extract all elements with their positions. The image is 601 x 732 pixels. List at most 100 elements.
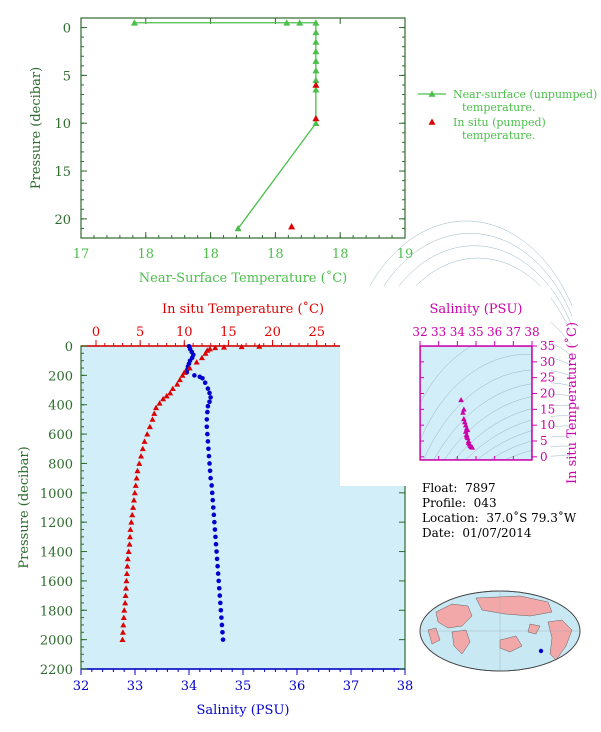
salinity-point (212, 519, 217, 525)
near-surface-point (312, 67, 320, 74)
ts-point (461, 416, 467, 422)
map-landmass (435, 603, 473, 629)
ts-temperature-tick-label: 25 (540, 371, 555, 385)
salinity-point (220, 629, 225, 635)
temperature-axis-title: In situ Temperature (˚C) (162, 301, 324, 317)
plot-frame (80, 17, 406, 239)
legend-marker-in-situ (428, 118, 436, 125)
legend-label-near-surface-2: temperature. (462, 101, 536, 114)
near-surface-legend: Near-surface (unpumped)temperature.In si… (418, 88, 597, 142)
x-tick-label: 17 (73, 247, 90, 262)
pressure-tick-label: 1000 (40, 487, 73, 502)
map-landmass (427, 627, 441, 645)
ts-point (461, 406, 467, 412)
salinity-point (207, 461, 212, 466)
ts-salinity-tick-label: 34 (450, 325, 466, 339)
salinity-point (205, 409, 210, 415)
location-line: Location: 37.0˚S 79.3˚W (422, 511, 576, 526)
location-value: 37.0˚S 79.3˚W (486, 511, 577, 525)
mask-right (532, 286, 551, 486)
near-surface-point (312, 119, 320, 127)
date-line: Date: 01/07/2014 (422, 526, 576, 541)
salinity-point (202, 380, 208, 386)
temperature-tick-label: 25 (308, 325, 325, 340)
near-surface-point (312, 47, 320, 55)
map-landmass (451, 629, 471, 655)
salinity-point (214, 549, 219, 554)
salinity-point (205, 431, 210, 437)
mask-bottom (420, 460, 533, 491)
map-landmass (547, 619, 573, 661)
near-surface-point (312, 57, 320, 64)
temperature-point (186, 365, 193, 371)
y-axis-title: Pressure (decibar) (29, 67, 44, 189)
salinity-tick-label: 32 (73, 679, 90, 694)
salinity-point (220, 637, 226, 642)
x-tick-label: 18 (267, 247, 284, 262)
in-situ-point (288, 223, 296, 230)
near-surface-point (312, 86, 320, 93)
ts-temperature-tick-label: 35 (540, 339, 555, 353)
y-tick-label: 5 (63, 69, 71, 84)
temperature-point (126, 541, 133, 547)
temperature-point (193, 359, 200, 365)
profile-label: Profile: (422, 496, 467, 510)
pressure-tick-label: 2200 (40, 663, 73, 678)
temperature-tick-label: 10 (176, 325, 193, 340)
ts-salinity-tick-label: 38 (524, 325, 539, 339)
ts-point (469, 444, 476, 450)
temperature-point (174, 381, 181, 387)
pressure-tick-label: 1200 (40, 516, 73, 531)
ts-salinity-tick-label: 32 (412, 325, 427, 339)
temperature-point (124, 555, 131, 562)
legend-label-near-surface: Near-surface (unpumped) (453, 88, 597, 101)
mask-left (340, 286, 420, 486)
salinity-point (206, 453, 212, 459)
near-surface-point (312, 19, 320, 26)
x-tick-label: 18 (202, 247, 219, 262)
temperature-point (198, 354, 205, 361)
ts-point (464, 427, 471, 433)
ts-point (463, 433, 470, 439)
temperature-point (131, 489, 138, 496)
temperature-point (122, 599, 129, 606)
salinity-point (208, 475, 213, 481)
temperature-point (167, 389, 174, 396)
x-tick-label: 18 (138, 247, 155, 262)
float-location-marker (538, 648, 544, 654)
salinity-tick-label: 33 (127, 679, 144, 694)
y-tick-label: 10 (54, 117, 71, 132)
temperature-point (238, 343, 245, 350)
salinity-point (210, 497, 216, 503)
map-landmass (527, 623, 541, 635)
in-situ-point (312, 81, 320, 88)
temperature-point (123, 577, 130, 584)
map-landmass (475, 595, 553, 617)
float-info: Float: 7897 Profile: 043 Location: 37.0˚… (422, 481, 576, 541)
pressure-tick-label: 1800 (40, 604, 73, 619)
salinity-tick-label: 37 (343, 679, 360, 694)
temperature-point (122, 592, 129, 598)
temperature-point (149, 416, 156, 422)
salinity-point (204, 424, 210, 430)
ts-point (462, 419, 468, 425)
salinity-point (213, 534, 218, 540)
temperature-point (139, 445, 146, 452)
temperature-point (146, 423, 153, 430)
x-tick-label: 18 (332, 247, 349, 262)
salinity-point (216, 578, 221, 584)
salinity-point (215, 563, 220, 569)
salinity-point (218, 607, 224, 613)
ts-temperature-tick-label: 0 (540, 450, 548, 464)
pressure-tick-label: 0 (65, 340, 73, 355)
temperature-point (212, 344, 219, 351)
temperature-point (123, 570, 130, 576)
ts-temperature-tick-label: 30 (540, 355, 555, 369)
temperature-point (127, 526, 134, 532)
ts-temperature-axis-title: In situ Temperature (˚C) (564, 322, 580, 484)
salinity-tick-label: 34 (181, 679, 198, 694)
salinity-point (217, 593, 223, 598)
float-line: Float: 7897 (422, 481, 576, 496)
temperature-point (153, 404, 160, 411)
